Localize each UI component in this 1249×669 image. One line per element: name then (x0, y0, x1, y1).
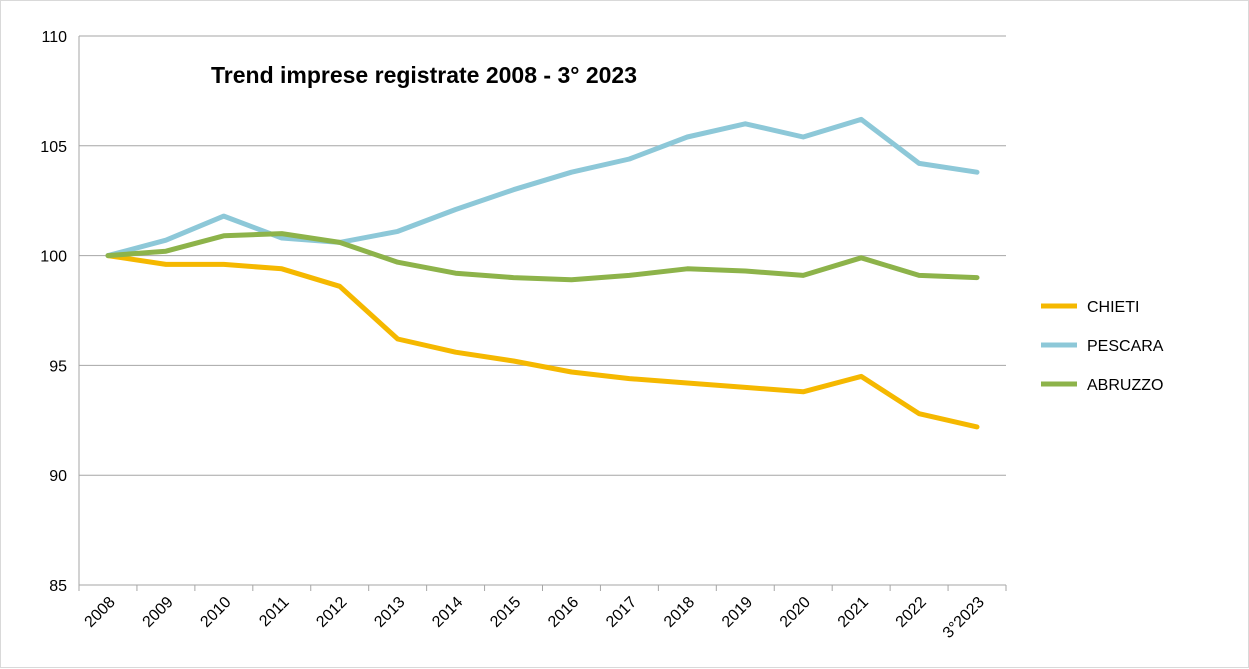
chart-title: Trend imprese registrate 2008 - 3° 2023 (211, 62, 637, 88)
legend-label-abruzzo: ABRUZZO (1087, 377, 1163, 394)
grid-layer (79, 35, 1006, 476)
y-tick-label: 110 (41, 29, 67, 46)
x-tick-label: 2011 (256, 594, 292, 630)
x-tick-label: 2010 (197, 594, 234, 631)
x-tick-label: 2015 (487, 594, 524, 631)
y-tick-label: 90 (49, 468, 67, 485)
series-line-chieti (105, 253, 980, 430)
series-line-abruzzo (105, 231, 980, 283)
y-tick-label: 95 (49, 358, 67, 375)
legend-label-pescara: PESCARA (1087, 338, 1164, 355)
x-tick-label: 2019 (719, 594, 756, 631)
legend-label-chieti: CHIETI (1087, 299, 1139, 316)
x-tick-label: 2008 (82, 594, 119, 631)
series-line-pescara (105, 116, 980, 259)
x-tick-label: 2009 (140, 594, 177, 631)
x-tick-label: 3°2023 (940, 594, 988, 642)
x-tick-label: 2022 (893, 594, 930, 631)
x-tick-label: 2014 (429, 594, 466, 631)
series-layer (105, 116, 980, 430)
x-tick-label: 2018 (661, 594, 698, 631)
x-tick-label: 2016 (545, 594, 582, 631)
y-tick-label: 100 (40, 249, 67, 266)
x-tick-label: 2020 (777, 594, 814, 631)
x-tick-label: 2012 (313, 594, 350, 631)
x-tick-label: 2013 (371, 594, 408, 631)
y-tick-label: 105 (40, 139, 67, 156)
legend: CHIETI PESCARA ABRUZZO (1041, 299, 1164, 394)
y-tick-label: 85 (49, 578, 67, 595)
x-tick-label: 2021 (835, 594, 872, 631)
x-tick-label: 2017 (603, 594, 640, 631)
